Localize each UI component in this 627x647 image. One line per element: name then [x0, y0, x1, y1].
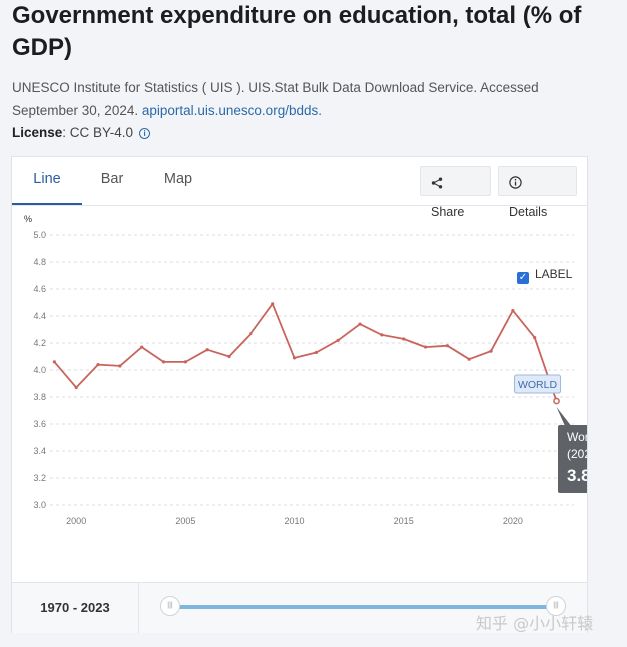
label-checkbox[interactable]: ✓	[517, 272, 529, 284]
series-end-label-box	[514, 374, 562, 394]
data-point	[553, 397, 560, 405]
chart-panel: Line Bar Map Share Details % 3.0 3.2 3.4 3.6…	[11, 156, 612, 633]
data-point	[249, 331, 253, 336]
y-tick-label: 3.4	[33, 446, 46, 456]
chart-area: % 3.0 3.2 3.4 3.6 3.8 4.0 4.2 4.4 4.6 4.8 5.0 2000 20…	[12, 206, 612, 582]
license-label: License	[12, 125, 63, 140]
data-point	[140, 345, 144, 349]
info-circle-icon	[509, 176, 522, 189]
x-tick-label: 2010	[285, 516, 305, 526]
data-point	[314, 350, 318, 355]
tab-bar[interactable]: Bar	[100, 171, 124, 187]
x-tick-label: 2000	[66, 516, 86, 526]
share-label: Share	[431, 205, 465, 219]
data-point	[358, 322, 362, 326]
data-point	[402, 337, 406, 341]
share-icon	[431, 177, 443, 189]
details-button[interactable]: Details	[498, 166, 577, 219]
data-point	[511, 309, 515, 313]
range-label: 1970 - 2023	[12, 583, 139, 633]
source-text: UNESCO Institute for Statistics ( UIS ).…	[12, 80, 539, 118]
data-point	[52, 360, 56, 364]
series-line-world	[53, 302, 558, 402]
share-button[interactable]: Share	[420, 166, 491, 219]
series-end-label: WORLD	[518, 379, 558, 391]
data-point	[467, 357, 471, 361]
tooltip-series-name: World	[567, 430, 587, 444]
watermark: 知乎 @小小轩辕	[476, 614, 594, 633]
license-value: : CC BY-4.0	[62, 125, 134, 140]
source-citation: UNESCO Institute for Statistics ( UIS ).…	[12, 76, 572, 122]
data-point	[271, 302, 275, 306]
x-tick-label: 2005	[175, 516, 195, 526]
x-tick-label: 2015	[394, 516, 414, 526]
license-line: License: CC BY-4.0 i	[12, 122, 151, 144]
data-point	[74, 385, 78, 390]
label-toggle-text: LABEL	[535, 267, 573, 281]
data-point	[489, 349, 493, 353]
y-axis-unit: %	[24, 214, 32, 224]
y-tick-label: 4.8	[33, 257, 46, 267]
data-point	[183, 360, 187, 364]
data-point	[161, 360, 166, 364]
details-label: Details	[509, 205, 548, 219]
source-link[interactable]: apiportal.uis.unesco.org/bdds.	[141, 103, 322, 118]
y-tick-label: 4.6	[33, 284, 46, 294]
tooltip-year: (2022)	[567, 447, 587, 461]
data-point	[336, 338, 340, 342]
data-point	[118, 364, 122, 368]
x-tick-label: 2020	[503, 516, 523, 526]
range-slider-start-handle[interactable]: |||	[160, 596, 180, 616]
y-tick-label: 3.6	[33, 419, 46, 429]
tooltip-pointer	[556, 407, 571, 425]
y-tick-label: 4.2	[33, 338, 46, 348]
y-tick-label: 4.0	[33, 365, 46, 375]
y-tick-label: 3.8	[33, 392, 46, 402]
y-tick-label: 3.2	[33, 473, 46, 483]
data-point	[205, 348, 209, 352]
page-title: Government expenditure on education, tot…	[12, 2, 582, 61]
line-chart: % 3.0 3.2 3.4 3.6 3.8 4.0 4.2 4.4 4.6 4.8 5.0 2000 20…	[24, 214, 612, 526]
tooltip-value: 3.8	[567, 466, 587, 485]
data-point	[380, 333, 384, 337]
data-point	[423, 345, 428, 349]
info-icon[interactable]: i	[139, 128, 151, 139]
data-point	[96, 363, 100, 367]
data-point	[533, 336, 537, 340]
label-toggle[interactable]: ✓ LABEL	[517, 266, 572, 284]
time-range-bar: 1970 - 2023 ||| |||	[12, 582, 587, 633]
range-slider-end-handle[interactable]: |||	[546, 596, 566, 616]
y-tick-label: 3.0	[33, 500, 46, 510]
data-point	[292, 356, 297, 360]
data-point	[227, 354, 231, 359]
data-point	[445, 344, 449, 348]
tab-line[interactable]: Line	[12, 157, 82, 205]
y-tick-label: 4.4	[33, 311, 46, 321]
range-slider-track[interactable]	[170, 605, 556, 609]
y-tick-label: 5.0	[33, 230, 46, 240]
view-tabs: Line Bar Map Share Details	[12, 157, 587, 219]
tab-map[interactable]: Map	[163, 171, 193, 187]
